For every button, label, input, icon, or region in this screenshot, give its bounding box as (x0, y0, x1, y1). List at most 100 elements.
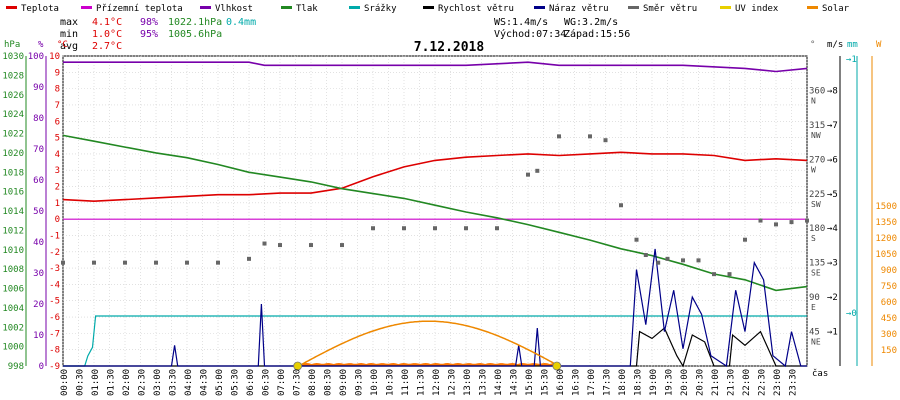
stats-ws: WS:1.4m/s (494, 17, 548, 28)
legend-swatch (200, 6, 211, 9)
temp-tick-label: -9 (49, 362, 60, 372)
legend-swatch (6, 6, 17, 9)
solar-radiation-area (301, 363, 556, 366)
humidity-tick-label: 50 (33, 207, 44, 217)
wind-unit: m/s (827, 40, 843, 50)
wind-direction-point (433, 226, 437, 231)
wind-direction-point (464, 226, 468, 231)
legend-label: Solar (822, 4, 850, 14)
wind-tick-label: →6 (827, 155, 838, 165)
sun-marker (293, 361, 303, 371)
temperature-unit: °C (57, 40, 68, 50)
x-tick-label: 15:30 (541, 369, 551, 396)
x-tick-label: 02:00 (122, 369, 132, 396)
legend-swatch (423, 6, 434, 9)
rain-unit: mm (847, 40, 858, 50)
x-tick-label: 18:00 (618, 369, 628, 396)
direction-cardinal-label: SW (811, 200, 821, 209)
wind-direction-point (805, 218, 809, 223)
legend-swatch (720, 6, 731, 9)
pressure-tick-label: 1004 (2, 304, 24, 314)
x-tick-label: 09:30 (355, 369, 365, 396)
wind-direction-point (774, 222, 778, 227)
legend-label: Teplota (21, 4, 59, 14)
wind-direction-point (681, 258, 685, 263)
wind-direction-point (402, 226, 406, 231)
stats-wg: WG:3.2m/s (564, 17, 618, 28)
wind-direction-point (696, 258, 701, 263)
wind-direction-point (619, 203, 623, 208)
chart-series (61, 61, 809, 371)
x-tick-label: 23:00 (773, 369, 783, 396)
x-tick-label: 06:30 (262, 369, 272, 396)
stats-max-label: max (60, 17, 78, 28)
temp-tick-label: 2 (55, 183, 60, 193)
x-tick-label: 23:30 (789, 369, 799, 396)
wind-direction-point (588, 134, 592, 139)
wind-tick-label: →1 (827, 328, 838, 338)
wind-direction-point (789, 220, 794, 225)
pressure-tick-label: 998 (8, 362, 24, 372)
x-tick-label: 11:00 (401, 369, 411, 396)
series-line (63, 61, 808, 73)
x-tick-label: 00:00 (60, 369, 70, 396)
humidity-tick-label: 20 (33, 300, 44, 310)
humidity-tick-label: 60 (33, 176, 44, 186)
pressure-tick-label: 1020 (2, 149, 24, 159)
x-tick-label: 11:30 (417, 369, 427, 396)
direction-unit: ° (810, 40, 815, 50)
direction-tick-label: 225 (809, 190, 825, 200)
wind-direction-point (92, 260, 96, 265)
legend-label: Náraz větru (549, 4, 609, 14)
temp-tick-label: -5 (49, 297, 60, 307)
x-tick-label: 10:30 (386, 369, 396, 396)
plot-frame (62, 55, 808, 367)
humidity-tick-label: 70 (33, 145, 44, 155)
legend-label: UV index (735, 4, 779, 14)
stats-max-rain: 0.4mm (226, 17, 256, 28)
temp-tick-label: 9 (55, 68, 60, 78)
humidity-tick-label: 10 (33, 331, 44, 341)
direction-tick-label: 315 (809, 121, 825, 131)
pressure-tick-label: 1006 (2, 285, 24, 295)
stats-max-temp: 4.1°C (92, 17, 122, 28)
x-tick-label: 01:00 (91, 369, 101, 396)
solar-tick-label: 450 (881, 314, 897, 324)
x-axis-ticks: 00:00 00:30 01:00 01:30 02:00 02:30 03:00 03:30… (60, 369, 799, 396)
series-line (63, 248, 807, 368)
wind-direction-point (340, 243, 344, 248)
temp-tick-label: -8 (49, 346, 60, 356)
solar-unit: W (876, 40, 882, 50)
x-tick-label: 05:30 (231, 369, 241, 396)
solar-tick-label: 300 (881, 330, 897, 340)
x-tick-label: 21:00 (711, 369, 721, 396)
wind-direction-point (309, 243, 313, 248)
humidity-tick-label: 40 (33, 238, 44, 248)
x-tick-label: 15:00 (525, 369, 535, 396)
x-tick-label: 19:00 (649, 369, 659, 396)
stats-avg-temp: 2.7°C (92, 41, 122, 52)
x-tick-label: 21:30 (727, 369, 737, 396)
temp-tick-label: 3 (55, 166, 60, 176)
temp-tick-label: 0 (55, 215, 60, 225)
solar-tick-label: 1500 (875, 202, 897, 212)
legend-label: Srážky (364, 4, 397, 14)
direction-cardinal-label: NW (811, 131, 821, 140)
wind-direction-point (743, 237, 747, 242)
pressure-tick-label: 1000 (2, 343, 24, 353)
x-tick-label: 19:30 (665, 369, 675, 396)
x-tick-label: 03:00 (153, 369, 163, 396)
wind-direction-point (656, 260, 661, 265)
wind-tick-label: →5 (827, 190, 838, 200)
solar-tick-label: 600 (881, 298, 897, 308)
rain-tick-label: →0 (846, 309, 857, 319)
stats-max-hum: 98% (140, 17, 158, 28)
wind-direction-point (278, 243, 282, 248)
x-tick-label: 17:00 (587, 369, 597, 396)
wind-direction-point (643, 253, 648, 258)
temp-tick-label: -2 (49, 248, 60, 258)
sun-marker (552, 361, 562, 371)
wind-tick-label: →7 (827, 121, 838, 131)
wind-direction-point (154, 260, 158, 265)
